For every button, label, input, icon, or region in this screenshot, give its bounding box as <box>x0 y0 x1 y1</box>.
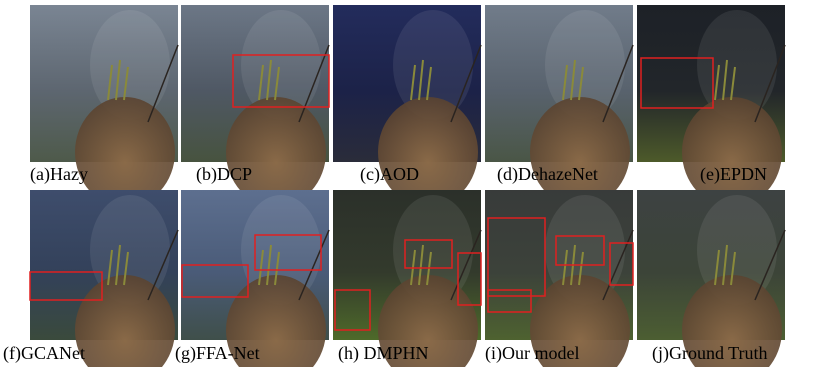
caption: (f)GCANet <box>3 343 85 364</box>
caption: (e)EPDN <box>700 164 767 185</box>
image-panel <box>637 190 785 367</box>
caption: (i)Our model <box>485 343 579 364</box>
image-panel <box>333 190 481 367</box>
caption: (a)Hazy <box>30 164 88 185</box>
image-panel <box>485 190 633 367</box>
image-panel <box>181 190 329 367</box>
caption: (h) DMPHN <box>338 343 429 364</box>
caption: (c)AOD <box>360 164 419 185</box>
figure: (a)Hazy (b)DCP (c)AOD (d)DehazeNet (e)EP… <box>0 0 822 367</box>
image-panel <box>30 190 178 367</box>
caption: (g)FFA-Net <box>175 343 260 364</box>
caption: (b)DCP <box>196 164 252 185</box>
caption: (j)Ground Truth <box>652 343 768 364</box>
caption: (d)DehazeNet <box>497 164 598 185</box>
